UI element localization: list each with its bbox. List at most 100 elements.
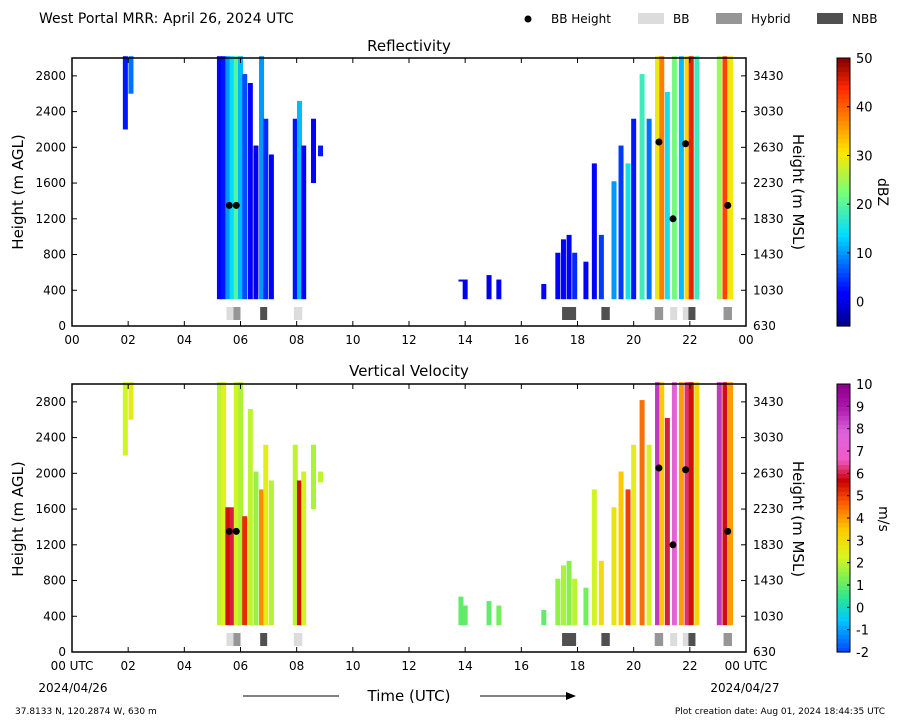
reflectivity-echo-column [128, 56, 134, 94]
legend-bb-swatch [638, 13, 664, 24]
time-arrow-head [566, 692, 576, 700]
velocity-y-tick-label: 0 [58, 645, 66, 659]
reflectivity-x-tick-label: 00 [738, 333, 753, 347]
reflectivity-colorbar-segment [837, 187, 850, 193]
velocity-echo-column [598, 560, 604, 626]
reflectivity-bb-height-point [232, 201, 240, 209]
reflectivity-colorbar-segment [837, 89, 850, 95]
reflectivity-echo-column [646, 118, 652, 300]
reflectivity-echo-column [659, 56, 665, 300]
velocity-colorbar-segment [837, 535, 850, 541]
reflectivity-echo-column [253, 145, 259, 300]
reflectivity-echo-column [268, 154, 274, 300]
velocity-bb-height-point [682, 466, 690, 474]
velocity-colorbar-segment [837, 629, 850, 635]
velocity-colorbar-segment [837, 401, 850, 407]
velocity-echo-column [716, 382, 722, 626]
velocity-x-tick-label: 10 [345, 659, 360, 673]
reflectivity-x-tick-label: 18 [570, 333, 585, 347]
velocity-colorbar-segment [837, 576, 850, 582]
reflectivity-echo-column [555, 252, 561, 300]
velocity-echo-column [253, 471, 259, 626]
reflectivity-x-tick-label: 14 [458, 333, 473, 347]
legend-hybrid-swatch [716, 13, 742, 24]
reflectivity-echo-column [722, 56, 728, 300]
reflectivity-bb-category-marker [723, 307, 732, 320]
velocity-bb-category-marker [226, 633, 234, 646]
velocity-colorbar-segment [837, 455, 850, 461]
reflectivity-colorbar-segment [837, 178, 850, 184]
velocity-bb-height-point [669, 541, 677, 549]
velocity-y-right-tick-label: 1430 [753, 574, 784, 588]
reflectivity-ylabel: Height (m AGL) [9, 134, 27, 249]
reflectivity-echo-column [462, 279, 468, 300]
velocity-colorbar-segment [837, 585, 850, 591]
reflectivity-y-right-tick-label: 2630 [753, 140, 784, 154]
velocity-x-tick-label: 02 [121, 659, 136, 673]
velocity-echo-column [462, 605, 468, 626]
reflectivity-x-tick-label: 00 [64, 333, 79, 347]
velocity-echo-column [555, 578, 561, 626]
reflectivity-y-tick-label: 800 [43, 248, 66, 262]
reflectivity-y-tick-label: 0 [58, 319, 66, 333]
reflectivity-echo-column [238, 56, 243, 300]
reflectivity-echo-column [684, 56, 690, 300]
reflectivity-colorbar-segment [837, 281, 850, 287]
reflectivity-bb-category-marker [688, 307, 696, 320]
reflectivity-colorbar-tick-label: 50 [856, 52, 873, 67]
reflectivity-colorbar-segment [837, 165, 850, 171]
velocity-colorbar-segment [837, 419, 850, 425]
velocity-echo-column [618, 471, 624, 626]
velocity-colorbar-segment [837, 464, 850, 470]
reflectivity-colorbar-segment [837, 75, 850, 81]
velocity-colorbar-segment [837, 544, 850, 550]
velocity-colorbar-segment [837, 388, 850, 394]
velocity-bb-category-marker [233, 633, 241, 646]
velocity-y-right-tick-label: 1830 [753, 538, 784, 552]
reflectivity-bb-height-point [655, 138, 663, 146]
reflectivity-echo-column [572, 252, 578, 300]
reflectivity-echo-column [221, 56, 227, 300]
reflectivity-colorbar-segment [837, 62, 850, 68]
reflectivity-colorbar-segment [837, 133, 850, 139]
reflectivity-colorbar-segment [837, 120, 850, 126]
velocity-bb-height-point [724, 527, 732, 535]
reflectivity-colorbar-segment [837, 276, 850, 282]
velocity-x-tick-label: 06 [233, 659, 248, 673]
velocity-colorbar-segment [837, 540, 850, 546]
reflectivity-echo-field [122, 56, 734, 300]
velocity-colorbar-segment [837, 410, 850, 416]
reflectivity-y-right-tick-label: 1830 [753, 212, 784, 226]
velocity-colorbar-segment [837, 580, 850, 586]
reflectivity-bb-height-point [225, 201, 233, 209]
reflectivity-bb-height-point [682, 140, 690, 148]
velocity-x-tick-label: 00 UTC [725, 659, 768, 673]
end-date-label: 2024/04/27 [710, 681, 779, 695]
reflectivity-x-tick-label: 12 [401, 333, 416, 347]
reflectivity-echo-column [292, 118, 298, 300]
reflectivity-colorbar-segment [837, 169, 850, 175]
reflectivity-x-tick-label: 16 [514, 333, 529, 347]
reflectivity-echo-column [583, 261, 589, 300]
velocity-colorbar-tick-label: 1 [856, 579, 864, 594]
reflectivity-x-tick-label: 10 [345, 333, 360, 347]
velocity-ylabel: Height (m AGL) [9, 461, 27, 576]
velocity-colorbar-segment [837, 567, 850, 573]
velocity-echo-column [128, 382, 134, 420]
velocity-colorbar-segment [837, 647, 850, 653]
reflectivity-y-tick-label: 2400 [35, 105, 66, 119]
reflectivity-x-tick-label: 08 [289, 333, 304, 347]
reflectivity-colorbar-segment [837, 250, 850, 256]
reflectivity-x-tick-label: 20 [626, 333, 641, 347]
reflectivity-bb-category-marker [601, 307, 610, 320]
velocity-y-right-tick-label: 2230 [753, 502, 784, 516]
reflectivity-colorbar-tick-label: 40 [856, 101, 873, 116]
velocity-y-tick-label: 2400 [35, 431, 66, 445]
velocity-x-tick-label: 22 [682, 659, 697, 673]
velocity-echo-column [221, 382, 227, 626]
velocity-echo-column [655, 382, 661, 626]
velocity-title: Vertical Velocity [349, 362, 469, 380]
velocity-colorbar-segment [837, 553, 850, 559]
velocity-echo-column [671, 382, 677, 626]
reflectivity-y-right-tick-label: 3030 [753, 105, 784, 119]
